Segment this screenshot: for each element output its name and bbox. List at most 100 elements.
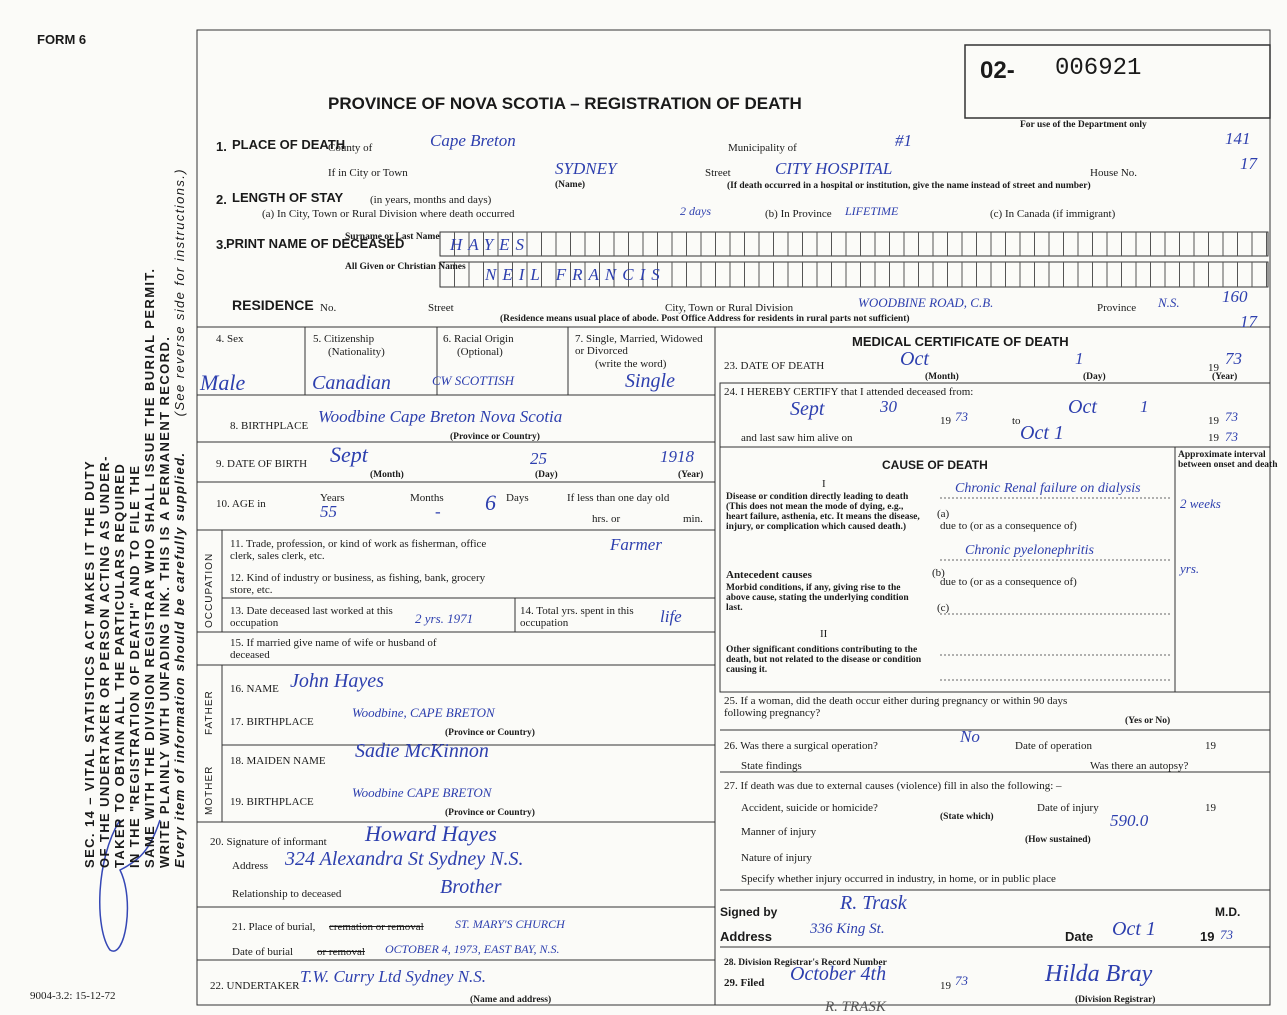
occupation-label: OCCUPATION (204, 552, 215, 628)
relationship: Brother (440, 876, 502, 898)
years-label: Years (320, 492, 345, 504)
mother-name-label: 18. MAIDEN NAME (230, 755, 326, 767)
to-month: Oct (1068, 396, 1097, 418)
mother-birthplace-label: 19. BIRTHPLACE (230, 796, 314, 808)
racial-label: 6. Racial Origin (443, 333, 514, 345)
century: 19 (1208, 432, 1219, 444)
certify-label: 24. I HEREBY CERTIFY that I attended dec… (724, 386, 974, 398)
supply: Every item of information should be care… (172, 451, 187, 868)
trade: Farmer (610, 535, 662, 554)
dob-month: Sept (330, 442, 368, 467)
filed-year: 73 (955, 973, 968, 988)
last-saw-label: and last saw him alive on (741, 432, 853, 444)
county-label: County of (328, 142, 373, 154)
act: SEC. 14 – VITAL STATISTICS ACT MAKES IT … (82, 459, 97, 868)
side-notice: SEC. 14 – VITAL STATISTICS ACT MAKES IT … (82, 148, 187, 868)
min-label: min. (683, 513, 703, 525)
dept-codes: 141 (1225, 129, 1251, 148)
part1: I (822, 478, 826, 490)
side-footer: Every item of information should be care… (172, 168, 187, 868)
sign-year: 73 (1220, 927, 1233, 942)
act: SAME WITH THE DIVISION REGISTRAR WHO SHA… (142, 267, 157, 868)
injury-date-label: Date of injury (1037, 802, 1099, 814)
from-month: Sept (790, 398, 825, 420)
mother-birthplace: Woodbine CAPE BRETON (352, 785, 492, 800)
century: 19 (1205, 802, 1216, 814)
century: 19 (1200, 929, 1215, 944)
heading: RESIDENCE (232, 297, 314, 313)
b-interval: yrs. (1180, 561, 1200, 576)
from-day: 30 (880, 397, 897, 416)
house-label: House No. (1090, 167, 1138, 179)
father-birthplace: Woodbine, CAPE BRETON (352, 705, 495, 720)
to-day: 1 (1140, 397, 1149, 416)
citizenship: Canadian (312, 372, 391, 394)
how-note: (How sustained) (1025, 835, 1091, 845)
death-month: Oct (900, 348, 929, 370)
stamp: R. TRASK (825, 999, 886, 1015)
days-label: Days (506, 492, 529, 504)
a-interval: 2 weeks (1180, 496, 1221, 511)
undertaker-label: 22. UNDERTAKER (210, 980, 300, 992)
day-note: (Day) (535, 470, 558, 480)
death-year: 73 (1225, 349, 1242, 368)
surname-label: Surname or Last Name (345, 232, 440, 242)
dept-codes: 17 (1240, 154, 1257, 173)
filed: October 4th (790, 963, 887, 985)
less-label: If less than one day old (567, 492, 670, 504)
century: 19 (1208, 362, 1219, 374)
street-label: Street (428, 302, 454, 314)
total-years: life (660, 607, 682, 626)
external-label: 27. If death was due to external causes … (724, 780, 1062, 792)
operation-date-label: Date of operation (1015, 740, 1092, 752)
serial: 006921 (1055, 55, 1142, 82)
num: 3. (216, 237, 227, 252)
sign-address-label: Address (720, 929, 773, 944)
municipality-label: Municipality of (728, 142, 797, 154)
trade-label: 11. Trade, profession, or kind of work a… (230, 538, 487, 562)
a-label: (a) In City, Town or Rural Division wher… (262, 208, 515, 220)
dept-codes: 160 (1222, 287, 1248, 306)
sex: Male (200, 370, 246, 395)
to-year: 73 (1225, 409, 1238, 424)
birthplace: Woodbine Cape Breton Nova Scotia (318, 407, 563, 426)
burial-label: 21. Place of burial, (232, 921, 316, 933)
last-saw-year: 73 (1225, 429, 1238, 444)
num: 2. (216, 192, 227, 207)
province: N.S. (1158, 295, 1180, 310)
undertaker-note: (Name and address) (470, 995, 552, 1005)
write-note: (write the word) (595, 358, 667, 370)
dob-day: 25 (530, 449, 547, 468)
from-year: 73 (955, 409, 968, 424)
given: NEIL FRANCIS (485, 265, 666, 284)
reverse: (See reverse side for instructions.) (172, 168, 187, 417)
days: 6 (485, 490, 496, 515)
manner: 590.0 (1110, 811, 1149, 830)
city-label: City, Town or Rural Division (665, 302, 794, 314)
heading: LENGTH OF STAY (232, 190, 344, 205)
month-note: (Month) (925, 372, 959, 382)
day-note: (Day) (1083, 372, 1106, 382)
nature-label: Nature of injury (741, 852, 812, 864)
mother-note: (Province or Country) (445, 808, 535, 818)
father-name-label: 16. NAME (230, 683, 279, 695)
burial-date: OCTOBER 4, 1973, EAST BAY, N.S. (385, 942, 560, 956)
informant: Howard Hayes (365, 821, 497, 846)
act: WRITE PLAINLY WITH UNFADING INK. THIS IS… (157, 335, 172, 868)
sign-date: Oct 1 (1112, 918, 1156, 940)
last-worked: 2 yrs. 1971 (415, 611, 474, 626)
operation-label: 26. Was there a surgical operation? (724, 740, 878, 752)
num: 1. (216, 139, 227, 154)
registrar-note: (Division Registrar) (1075, 995, 1156, 1005)
last-worked-label: 13. Date deceased last worked at this oc… (230, 605, 393, 629)
city: WOODBINE ROAD, C.B. (858, 295, 994, 310)
heading: PRINT NAME OF DECEASED (226, 236, 405, 251)
century: 19 (940, 980, 951, 992)
father-birthplace-label: 17. BIRTHPLACE (230, 716, 314, 728)
specify-label: Specify whether injury occurred in indus… (741, 873, 1056, 885)
sign-address: 336 King St. (810, 921, 885, 937)
act: TAKER TO OBTAIN ALL THE PARTICULARS REQU… (112, 462, 127, 868)
act: IN THE "REGISTRATION OF DEATH" AND TO FI… (127, 464, 142, 868)
